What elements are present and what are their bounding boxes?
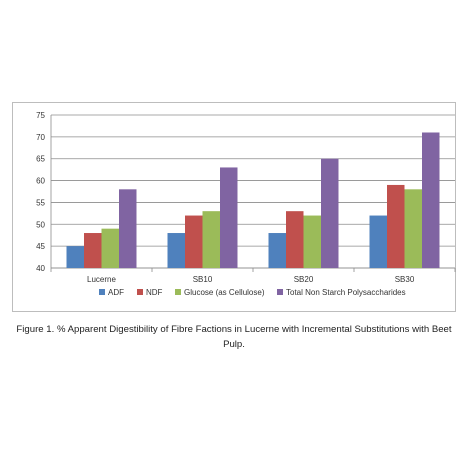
- bar-chart: 40 45 50 55 60 65 70 75 Lucerne SB10 SB20 SB30 ADF ND…: [36, 111, 456, 297]
- y-tick-label-75: 75: [36, 111, 45, 120]
- bar-sb10-adf: [167, 233, 185, 268]
- y-tick-label-65: 65: [36, 155, 45, 164]
- bar-sb30-ndf: [387, 184, 405, 268]
- bar-sb30-adf: [369, 215, 387, 268]
- y-tick-label-50: 50: [36, 220, 45, 229]
- bar-sb30-total-non-starch-polysaccharides: [422, 132, 440, 268]
- bar-sb30-glucose-as-cellulose: [404, 189, 422, 268]
- bar-lucerne-adf: [66, 246, 84, 268]
- bar-lucerne-glucose-as-cellulose: [101, 228, 119, 268]
- x-category-label-sb20: SB20: [294, 275, 314, 284]
- y-tick-label-70: 70: [36, 133, 45, 142]
- legend-swatch-ndf: [137, 289, 143, 295]
- legend-label-adf: ADF: [108, 288, 124, 297]
- bar-sb20-ndf: [286, 211, 304, 268]
- x-category-label-lucerne: Lucerne: [87, 275, 116, 284]
- y-tick-label-60: 60: [36, 177, 45, 186]
- legend-swatch-glucose-as-cellulose: [175, 289, 181, 295]
- x-category-label-sb30: SB30: [395, 275, 415, 284]
- legend-swatch-total-non-starch-polysaccharides: [277, 289, 283, 295]
- bar-lucerne-ndf: [84, 233, 102, 268]
- y-tick-label-45: 45: [36, 242, 45, 251]
- bar-lucerne-total-non-starch-polysaccharides: [119, 189, 137, 268]
- y-tick-label-40: 40: [36, 264, 45, 273]
- figure-caption: Figure 1. % Apparent Digestibility of Fi…: [16, 324, 452, 350]
- bar-sb10-glucose-as-cellulose: [202, 211, 220, 268]
- x-category-label-sb10: SB10: [193, 275, 213, 284]
- legend-label-total-non-starch-polysaccharides: Total Non Starch Polysaccharides: [286, 288, 406, 297]
- bar-sb10-total-non-starch-polysaccharides: [220, 167, 238, 268]
- bar-sb20-adf: [268, 233, 286, 268]
- bar-sb20-glucose-as-cellulose: [303, 215, 321, 268]
- legend-label-glucose-as-cellulose: Glucose (as Cellulose): [184, 288, 265, 297]
- legend-label-ndf: NDF: [146, 288, 163, 297]
- bar-sb20-total-non-starch-polysaccharides: [321, 158, 339, 268]
- legend-swatch-adf: [99, 289, 105, 295]
- y-tick-label-55: 55: [36, 198, 45, 207]
- chart-frame: 40 45 50 55 60 65 70 75 Lucerne SB10 SB20 SB30 ADF ND…: [12, 102, 456, 312]
- bar-sb10-ndf: [185, 215, 203, 268]
